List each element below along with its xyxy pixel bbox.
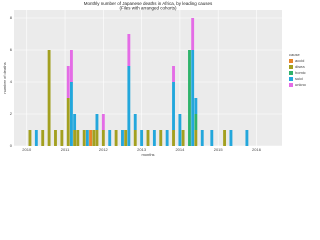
bar-segment [223,130,227,146]
bar-segment [73,114,77,130]
y-axis-label: number of deaths [2,62,7,93]
bar-segment [140,130,144,146]
y-tick-label: 2 [10,111,13,116]
bar-segment [172,130,175,146]
bar-segment [41,130,45,146]
x-tick-label: 2014 [175,147,185,152]
legend-swatch [289,83,293,87]
bar-segment [229,130,233,146]
legend-label: disea [295,64,305,69]
bar-segment [152,130,156,146]
bar-segment [95,130,99,146]
legend-swatch [289,71,293,75]
bar-segment [200,130,204,146]
bar-segment [245,130,249,146]
bar-segment [178,114,182,146]
bar-segment [133,114,137,130]
bar-segment [172,82,175,130]
bar-segment [76,130,80,146]
bar-segment [54,130,57,146]
bar-segment [121,130,124,146]
y-tick-label: 6 [10,47,13,52]
x-tick-label: 2013 [137,147,147,152]
legend-label: suici [295,76,303,81]
bar-segment [188,50,191,146]
y-tick-label: 8 [10,15,13,20]
x-axis-label: months [141,152,154,157]
legend-swatch [289,77,293,81]
x-tick-label: 2011 [61,147,70,152]
bar-segment [146,130,150,146]
bar-segment [191,18,195,50]
bar-segment [69,82,73,146]
bar-segment [194,130,198,146]
bar-segment [101,114,105,130]
bar-segment [159,130,163,146]
y-tick-label: 4 [10,79,13,84]
bar-segment [114,130,118,146]
bar-segment [85,130,89,146]
bar-segment [82,130,86,146]
bar-segment [133,130,137,146]
legend-label: homic [295,70,306,75]
x-tick-label: 2016 [252,147,262,152]
y-tick-label: 0 [10,143,13,148]
bar-segment [47,50,51,146]
legend-label: unkno [295,82,307,87]
x-tick-label: 2012 [99,147,109,152]
bar-segment [194,98,198,114]
legend-swatch [289,59,293,63]
bar-segment [73,130,77,146]
bar-segment [165,130,169,146]
chart-title: Monthly number of Japanese deaths in Afr… [84,1,213,6]
bar-segment [124,130,128,146]
bar-segment [28,130,32,146]
bar-segment [66,98,70,146]
bar-segment [95,114,99,130]
bar-segment [127,34,131,66]
bar-segment [191,50,195,146]
bar-segment [181,130,185,146]
bar-segment [194,114,198,130]
bar-segment [60,130,64,146]
bar-segment [89,130,93,146]
bar-segment [172,66,175,82]
bar-segment [66,66,70,98]
bar-segment [92,130,96,146]
bar-segment [108,130,112,146]
chart: Monthly number of Japanese deaths in Afr… [2,1,307,157]
legend-title: cause [289,52,300,57]
bar-segment [69,50,73,82]
chart-subtitle: (Files with arranged cohorts) [119,6,177,11]
x-tick-label: 2015 [214,147,224,152]
bar-segment [210,130,214,146]
bar-segment [34,130,38,146]
x-tick-label: 2010 [22,147,32,152]
bar-segment [127,66,131,146]
plot-panel [14,10,282,146]
bar-segment [101,130,105,146]
legend-label: accid [295,58,304,63]
legend-swatch [289,65,293,69]
